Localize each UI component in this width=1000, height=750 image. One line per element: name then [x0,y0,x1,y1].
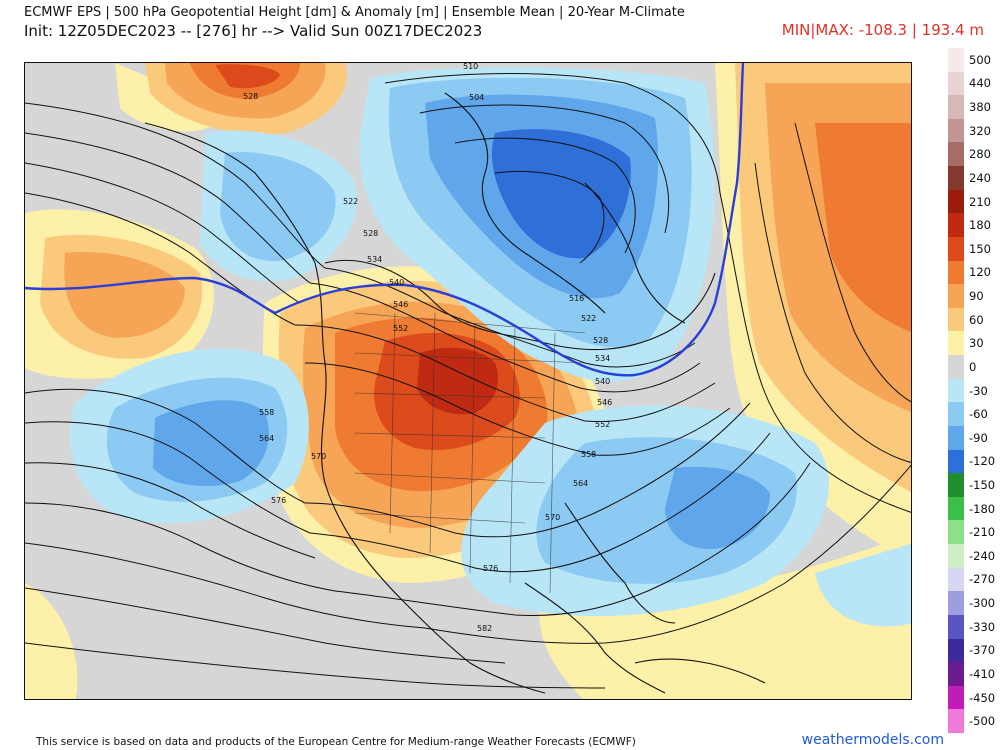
colorbar-label: 440 [969,76,991,91]
colorbar-label: 180 [969,218,991,233]
min-max-readout: MIN|MAX: -108.3 | 193.4 m [781,21,984,39]
contour-label: 510 [463,63,478,71]
colorbar-swatch [948,48,964,73]
contour-label: 564 [259,434,274,443]
colorbar-label: -60 [969,407,988,422]
colorbar-label: 280 [969,147,991,162]
political-borders [354,312,586,594]
colorbar-swatch [948,402,964,427]
contour-label: 522 [581,314,596,323]
colorbar-label: -450 [969,690,996,705]
contour-label: 546 [597,398,612,407]
colorbar-label: -210 [969,525,996,540]
contour-label: 582 [477,624,492,633]
colorbar-label: -240 [969,548,996,563]
anomaly-180-fill [417,347,499,415]
colorbar-swatch [948,685,964,710]
colorbar-swatch [948,591,964,616]
colorbar-label: 0 [969,359,977,374]
colorbar-swatch [948,614,964,639]
colorbar-swatch [948,189,964,214]
colorbar-label: 120 [969,265,991,280]
colorbar-label: -180 [969,501,996,516]
colorbar-label: 30 [969,336,984,351]
contour-label: 504 [469,93,484,102]
colorbar-swatch [948,496,964,521]
colorbar-swatch [948,473,964,498]
colorbar-label: -300 [969,596,996,611]
contour-label: 534 [367,255,382,264]
colorbar-label: 320 [969,123,991,138]
colorbar-label: 500 [969,52,991,67]
highlight-540-contour [25,63,745,377]
colorbar [948,48,964,734]
colorbar-swatch [948,331,964,356]
contour-label: 558 [581,450,596,459]
colorbar-swatch [948,425,964,451]
colorbar-label: 380 [969,100,991,115]
contour-label: 534 [595,354,610,363]
contour-label: 540 [389,278,404,287]
contour-label: 576 [483,564,498,573]
attribution-text: This service is based on data and produc… [36,736,636,748]
contour-label: 558 [259,408,274,417]
contour-label: 522 [343,197,358,206]
colorbar-label: -120 [969,454,996,469]
contour-label: 570 [545,513,560,522]
colorbar-label: -330 [969,619,996,634]
colorbar-swatch [948,662,964,687]
coastlines [144,92,766,694]
anomaly-map: 510 504 528 522 528 534 540 546 552 558 … [24,62,912,700]
colorbar-swatch [948,307,964,332]
contour-label: 528 [593,336,608,345]
contour-label: 552 [393,324,408,333]
colorbar-label: -150 [969,477,996,492]
colorbar-swatch [948,709,964,734]
colorbar-swatch [948,520,964,545]
colorbar-swatch [948,284,964,309]
contour-label: 576 [271,496,286,505]
colorbar-swatch [948,378,964,403]
contour-label: 546 [393,300,408,309]
chart-subtitle: Init: 12Z05DEC2023 -- [276] hr --> Valid… [24,22,483,40]
contour-label: 564 [573,479,588,488]
colorbar-label: -410 [969,666,996,681]
chart-title: ECMWF EPS | 500 hPa Geopotential Height … [24,5,685,20]
colorbar-label: 210 [969,194,991,209]
colorbar-swatch [948,95,964,120]
colorbar-swatch [948,638,964,663]
contour-label: 516 [569,294,584,303]
colorbar-label: 90 [969,289,984,304]
colorbar-swatch [948,236,964,262]
brand-link[interactable]: weathermodels.com [801,732,944,748]
colorbar-label: -30 [969,383,988,398]
colorbar-swatch [948,449,964,474]
contour-label: 552 [595,420,610,429]
height-contours [25,73,911,689]
colorbar-label: -90 [969,430,988,445]
colorbar-swatch [948,166,964,191]
colorbar-swatch [948,71,964,96]
contour-label: 540 [595,377,610,386]
colorbar-swatch [948,118,964,143]
colorbar-label: -370 [969,643,996,658]
colorbar-label: -270 [969,572,996,587]
colorbar-swatch [948,213,964,238]
anomaly-neg120-fill [491,129,631,259]
contour-label: 570 [311,452,326,461]
colorbar-label: 60 [969,312,984,327]
contour-label: 528 [243,92,258,101]
colorbar-label: -500 [969,714,996,729]
colorbar-swatch [948,355,964,380]
colorbar-label: 240 [969,170,991,185]
colorbar-swatch [948,544,964,569]
colorbar-swatch [948,567,964,592]
colorbar-swatch [948,142,964,167]
colorbar-swatch [948,260,964,285]
contour-label: 528 [363,229,378,238]
colorbar-label: 150 [969,241,991,256]
